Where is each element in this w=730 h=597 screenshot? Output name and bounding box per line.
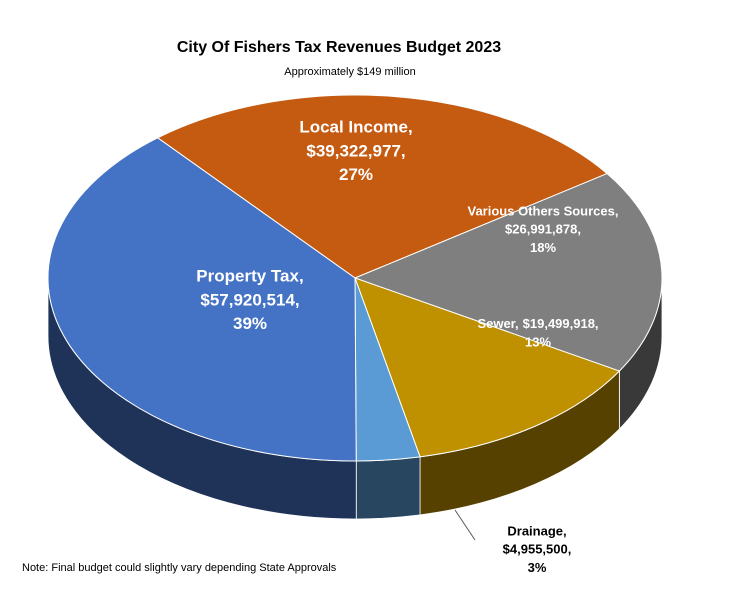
share-label: 3% bbox=[528, 560, 547, 575]
chart-title: City Of Fishers Tax Revenues Budget 2023 bbox=[177, 39, 501, 56]
value-label: $57,920,514, bbox=[200, 290, 299, 309]
share-label: 27% bbox=[339, 165, 373, 184]
share-label: 39% bbox=[233, 314, 267, 333]
label-line: Sewer, $19,499,918, bbox=[477, 316, 598, 331]
share-label: 18% bbox=[530, 240, 556, 255]
slice-side bbox=[355, 456, 421, 520]
leader-line bbox=[454, 509, 476, 541]
value-label: $26,991,878, bbox=[505, 222, 581, 237]
data-label: Various Others Sources, $26,991,878, 18% bbox=[467, 203, 618, 254]
category-label: Local Income, bbox=[299, 117, 412, 136]
data-label: Local Income, $39,322,977, 27% bbox=[299, 117, 412, 184]
slice bbox=[47, 137, 357, 462]
category-label: Drainage, bbox=[507, 523, 566, 538]
slice bbox=[156, 94, 609, 279]
chart-subtitle: Approximately $149 million bbox=[284, 66, 415, 78]
category-label: Sewer, bbox=[477, 316, 518, 331]
pie-tops bbox=[47, 94, 663, 462]
category-label: Various Others Sources, bbox=[467, 203, 618, 218]
data-label: Property Tax, $57,920,514, 39% bbox=[196, 266, 303, 333]
share-label: 13% bbox=[525, 335, 551, 350]
value-label: $4,955,500, bbox=[503, 542, 572, 557]
slice bbox=[353, 172, 663, 372]
slice bbox=[354, 277, 621, 458]
data-label: Drainage, $4,955,500, 3% bbox=[503, 523, 572, 574]
data-label: Sewer, $19,499,918, 13% bbox=[477, 316, 598, 349]
chart-note: Note: Final budget could slightly vary d… bbox=[22, 562, 337, 574]
value-label: $39,322,977, bbox=[306, 141, 405, 160]
category-label: Property Tax, bbox=[196, 266, 303, 285]
value-label: $19,499,918, bbox=[523, 316, 599, 331]
